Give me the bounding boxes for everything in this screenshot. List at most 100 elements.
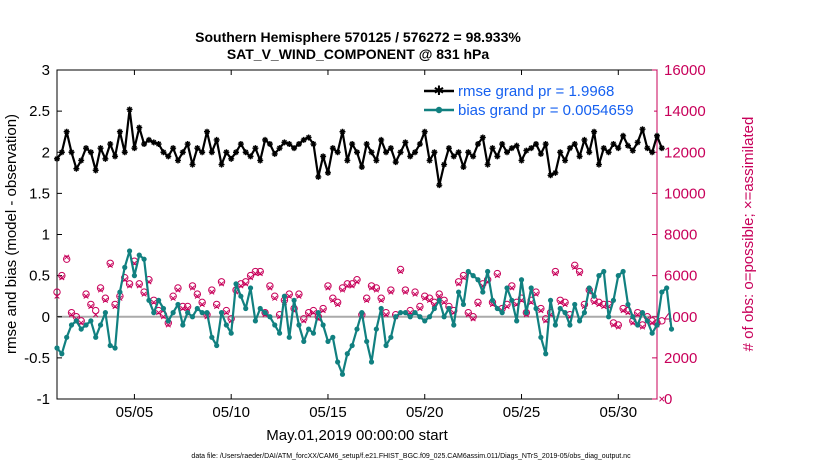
rmse-point	[441, 161, 448, 168]
obs-possible-marker	[571, 261, 579, 270]
rmse-point	[165, 153, 172, 160]
obs-possible-marker	[561, 298, 569, 307]
rmse-point	[373, 157, 380, 164]
bias-point	[417, 314, 423, 320]
bias-point	[315, 310, 321, 316]
x-tick-label: 05/20	[406, 404, 444, 421]
bias-point	[543, 351, 549, 357]
obs-assimilated-marker	[218, 281, 225, 287]
bias-point	[64, 334, 70, 340]
obs-assimilated-marker	[383, 312, 389, 318]
bias-point	[514, 318, 520, 324]
obs-possible-marker	[87, 300, 95, 309]
bias-point	[625, 301, 631, 308]
rmse-point	[629, 147, 636, 154]
obs-possible-marker	[372, 284, 381, 292]
bias-point	[572, 301, 578, 308]
obs-possible-marker	[169, 292, 177, 300]
rmse-point	[547, 172, 554, 179]
rmse-point	[387, 145, 394, 152]
obs-assimilated-marker	[199, 301, 205, 308]
obs-possible-marker	[474, 298, 482, 307]
rmse-point	[571, 141, 578, 148]
bias-point	[165, 318, 171, 324]
obs-assimilated-marker	[97, 287, 104, 293]
rmse-point	[358, 164, 365, 171]
obs-assimilated-marker	[170, 295, 176, 301]
y-left-tick-label: -0.5	[24, 350, 50, 367]
obs-assimilated-marker	[243, 281, 249, 287]
bias-point	[393, 314, 399, 320]
y-left-tick-label: 2.5	[29, 103, 50, 120]
bias-point	[112, 345, 118, 351]
rmse-point	[644, 145, 651, 152]
y-right-tick-label: 2000	[664, 350, 697, 367]
bias-point	[378, 305, 384, 312]
rmse-point	[87, 149, 94, 156]
bias-point	[301, 338, 307, 345]
obs-assimilated-marker	[639, 324, 646, 330]
bias-point	[499, 310, 505, 316]
y-right-tick-label: 12000	[664, 144, 706, 161]
obs-assimilated-marker	[455, 281, 462, 287]
rmse-point	[184, 141, 191, 148]
obs-assimilated-marker	[305, 312, 312, 318]
rmse-point	[155, 141, 162, 148]
bias-point	[407, 314, 413, 320]
rmse-point	[504, 149, 510, 156]
bias-point	[102, 310, 108, 316]
obs-assimilated-marker	[397, 268, 404, 275]
bias-point	[441, 314, 447, 320]
obs-assimilated-marker	[126, 283, 133, 289]
obs-assimilated-marker	[349, 283, 355, 289]
x-axis-label: May.01,2019 00:00:00 start	[266, 427, 448, 444]
obs-possible-marker	[309, 306, 318, 315]
rmse-point	[383, 149, 390, 156]
bias-point	[397, 310, 404, 316]
obs-assimilated-marker	[373, 287, 380, 293]
rmse-point	[126, 106, 133, 113]
bias-point	[214, 342, 220, 349]
y-right-tick-label: 6000	[664, 268, 697, 285]
rmse-point	[131, 145, 138, 152]
y-left-tick-label: 3	[42, 62, 50, 79]
obs-possible-marker	[300, 315, 308, 323]
obs-possible-marker	[411, 288, 419, 296]
bias-point	[247, 285, 254, 291]
obs-possible-marker	[367, 282, 376, 290]
rmse-point	[354, 149, 360, 156]
bias-point	[344, 351, 350, 357]
rmse-point	[436, 182, 443, 189]
obs-assimilated-marker	[378, 297, 384, 303]
bias-point	[668, 326, 675, 332]
bias-point	[151, 310, 157, 316]
y-left-tick-label: 0	[42, 309, 50, 326]
obs-assimilated-marker	[659, 396, 665, 402]
obs-possible-marker	[416, 302, 424, 311]
rmse-point	[552, 169, 559, 176]
obs-assimilated-marker	[267, 285, 273, 291]
rmse-point	[92, 167, 99, 174]
bias-point	[596, 273, 602, 279]
rmse-point	[233, 149, 240, 156]
rmse-point	[363, 141, 370, 148]
rmse-point	[484, 161, 491, 168]
bias-point	[185, 310, 191, 316]
bias-point	[644, 318, 650, 324]
rmse-point	[136, 124, 143, 131]
legend-bias-marker	[435, 106, 443, 114]
bias-point	[518, 277, 525, 283]
bias-point	[388, 334, 394, 340]
obs-assimilated-marker	[475, 301, 481, 308]
y-left-tick-label: 0.5	[29, 268, 50, 285]
rmse-point	[557, 149, 564, 156]
obs-assimilated-marker	[310, 309, 317, 316]
rmse-point	[247, 153, 254, 160]
bias-point	[475, 277, 481, 283]
obs-assimilated-marker	[88, 303, 94, 310]
rmse-point	[174, 157, 181, 164]
y-right-tick-label: 8000	[664, 227, 697, 244]
rmse-point	[189, 161, 196, 168]
bias-point	[286, 334, 292, 340]
